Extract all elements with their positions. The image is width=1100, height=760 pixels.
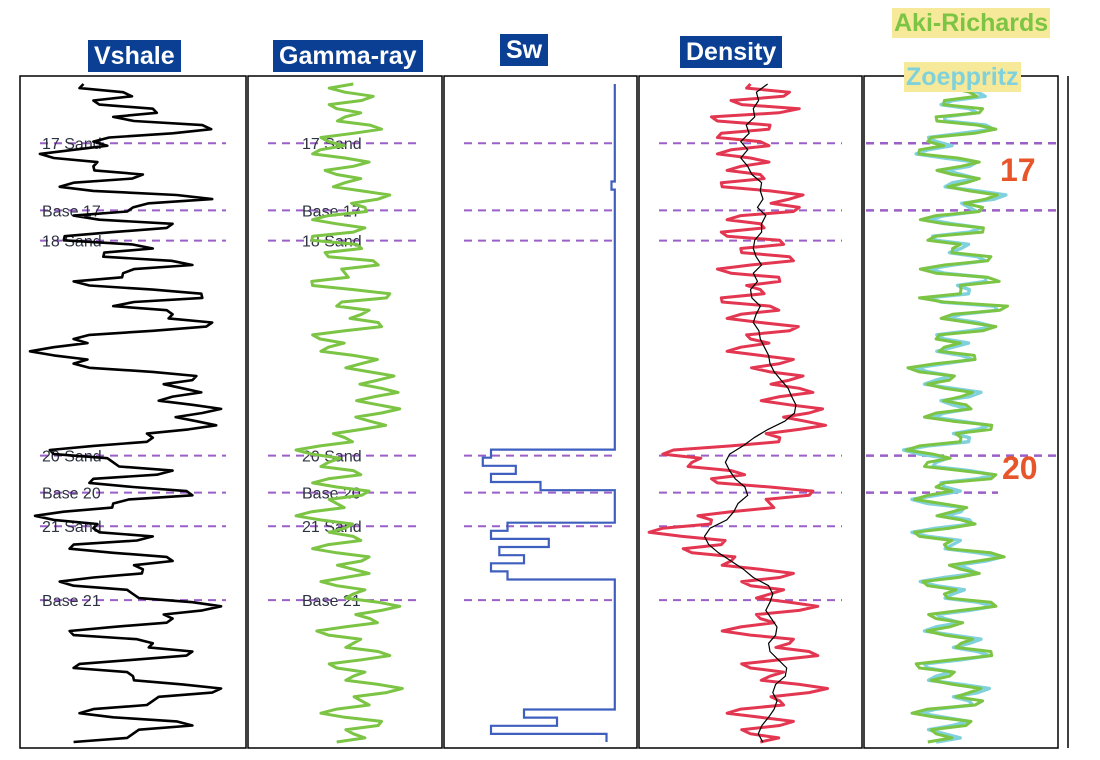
- panel-frame-2: [443, 75, 638, 749]
- sw-header: Sw: [500, 34, 549, 66]
- aki-richards-curve: [904, 82, 1009, 744]
- horizon-label: Base 17: [42, 203, 101, 220]
- gamma-ray-header: Gamma-ray: [273, 40, 423, 72]
- horizon-label: 17 Sand: [302, 136, 362, 153]
- panel-frame-3: [638, 75, 863, 749]
- gamma-ray-curve: [294, 82, 404, 744]
- horizon-label: Base 20: [42, 486, 101, 503]
- zone-20-label: 20: [1002, 450, 1038, 486]
- density-smoothed-curve: [703, 83, 797, 743]
- panel-frame-0: [19, 75, 247, 749]
- horizon-label: 20 Sand: [42, 449, 102, 466]
- horizon-label: Base 17: [302, 203, 361, 220]
- sw-curve: [481, 84, 616, 742]
- panel-frame-1: [247, 75, 443, 749]
- aki-richards-legend: Aki-Richards: [892, 8, 1051, 38]
- density-curve: [647, 82, 829, 744]
- horizon-label: 18 Sand: [42, 234, 102, 251]
- vshale-header: Vshale: [88, 40, 181, 72]
- zone-17-label: 17: [1000, 152, 1036, 188]
- horizon-label: Base 21: [42, 593, 101, 610]
- density-header: Density: [680, 36, 783, 68]
- zoeppritz-curve: [901, 82, 1008, 744]
- vshale-curve: [28, 83, 223, 744]
- zoeppritz-legend: Zoeppritz: [904, 62, 1021, 92]
